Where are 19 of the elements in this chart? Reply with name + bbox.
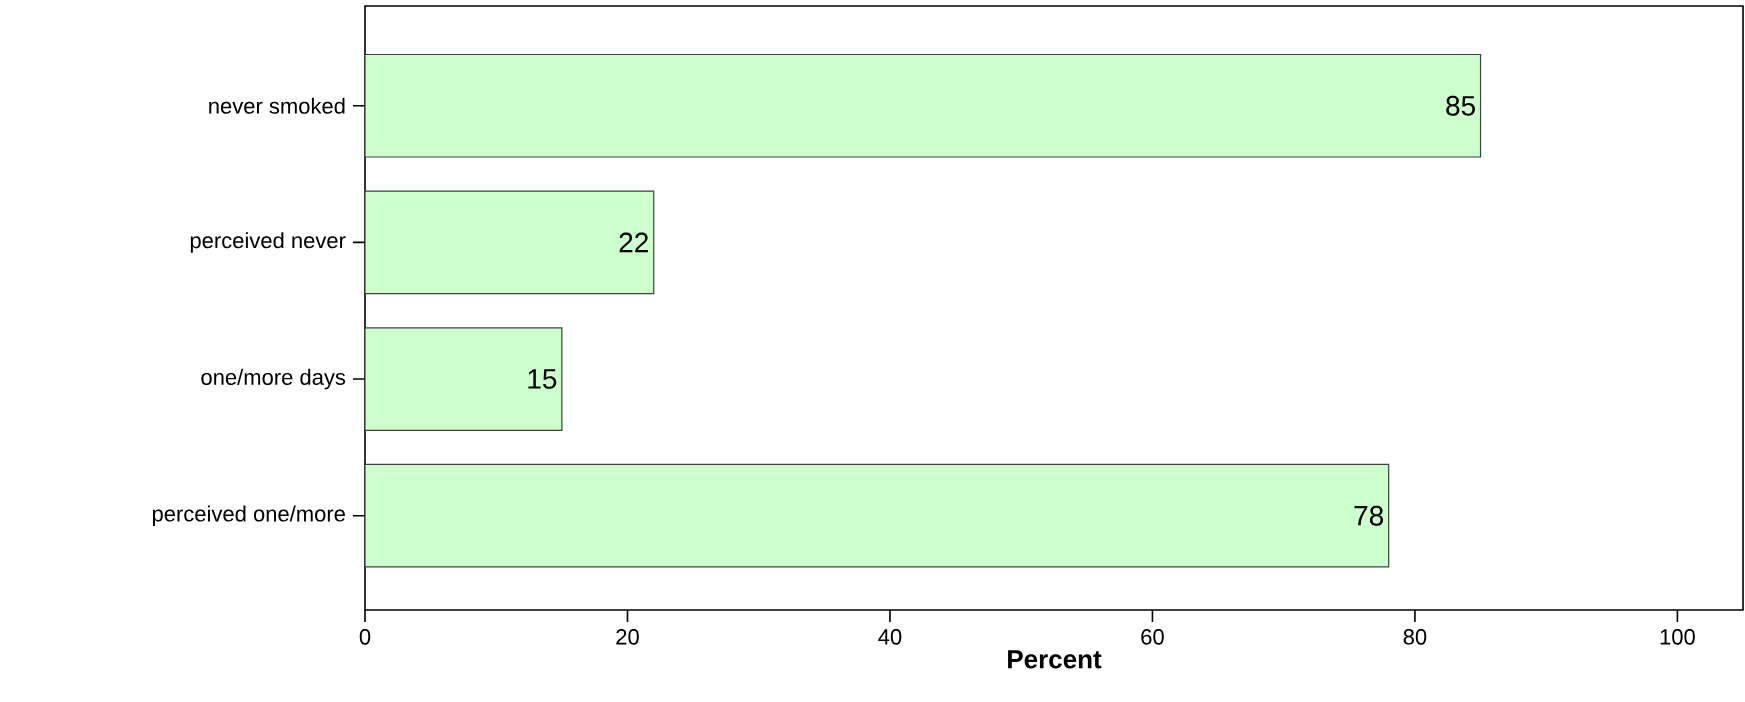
bar (364, 190, 655, 295)
y-tick-label: one/more days (201, 368, 346, 390)
data-label: 22 (619, 232, 648, 253)
x-tick-label: 40 (878, 629, 902, 645)
y-tick-label: never smoked (209, 97, 345, 114)
x-axis-title: Percent (1008, 650, 1102, 669)
bar (364, 53, 1482, 158)
y-tick-label: perceived one/more (152, 505, 345, 526)
bar (364, 463, 1390, 568)
x-tick-label: 80 (1403, 629, 1427, 645)
x-tick-label: 0 (359, 629, 371, 645)
data-label: 85 (1446, 95, 1475, 116)
x-tick-label: 20 (616, 629, 639, 645)
x-tick-label: 100 (1660, 629, 1695, 645)
x-tick-label: 60 (1141, 629, 1164, 645)
bar (364, 327, 563, 431)
y-tick-label: perceived never (190, 232, 346, 253)
data-label: 15 (528, 369, 557, 389)
data-label: 78 (1354, 505, 1384, 526)
